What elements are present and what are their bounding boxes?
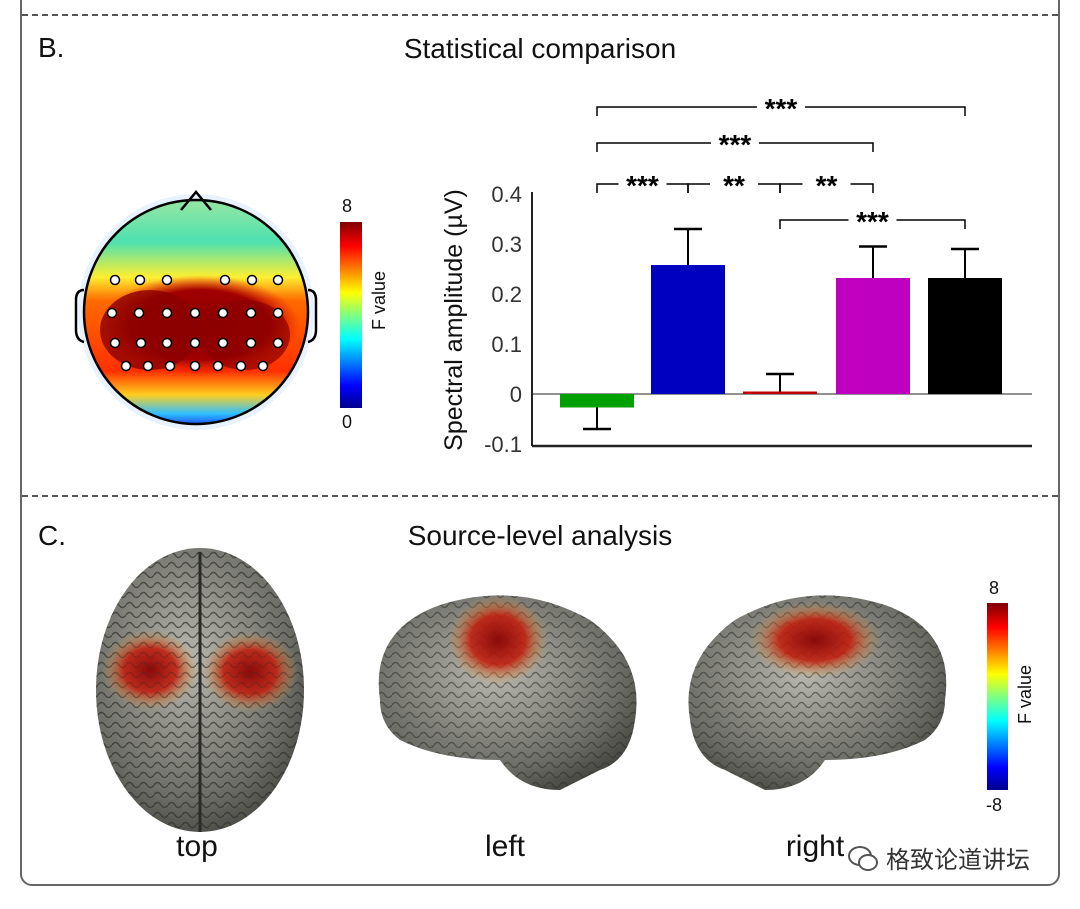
- right-ear-icon: [307, 288, 318, 344]
- brain-right-view: [688, 595, 947, 790]
- y-tick-label: 0: [510, 382, 522, 407]
- view-label-right: right: [785, 830, 845, 863]
- source-colorbar-label: F value: [1015, 664, 1036, 725]
- bar: [743, 391, 817, 394]
- significance-label: **: [816, 170, 838, 201]
- bar-chart: -0.1 0 0.1 0.2 0.3 0.4 Spectral amplitude (µV)…: [440, 93, 1032, 457]
- watermark-text: 格致论道讲坛: [886, 847, 1030, 874]
- electrode-marker: [245, 307, 257, 319]
- significance-label-bg: [618, 176, 667, 192]
- view-label-top: top: [176, 830, 218, 863]
- electrode-marker: [235, 360, 247, 372]
- y-tick-label: 0.3: [491, 232, 522, 257]
- topomap-colorbar-min: 0: [342, 412, 353, 432]
- figure-frame: [20, 0, 1060, 886]
- activation-left-hemisphere: [448, 595, 548, 685]
- left-ear-icon: [74, 288, 85, 344]
- bar: [928, 278, 1002, 394]
- topomap-colorbar-max: 8: [342, 196, 353, 216]
- electrode-marker: [189, 337, 201, 349]
- electrode-markers: [106, 274, 284, 372]
- electrode-marker: [212, 360, 224, 372]
- topomap-colorbar: [340, 222, 362, 408]
- electrode-marker: [164, 360, 176, 372]
- electrode-marker: [134, 274, 146, 286]
- bar: [651, 265, 725, 394]
- significance-label-bg: [848, 212, 897, 228]
- nose-icon: [180, 190, 212, 211]
- brain-left-view: [378, 595, 637, 790]
- divider-top: [22, 14, 1058, 16]
- electrode-marker: [257, 360, 269, 372]
- significance-label-bg: [802, 176, 851, 192]
- y-axis-label: Spectral amplitude (µV): [440, 189, 468, 451]
- y-tick-label: 0.2: [491, 282, 522, 307]
- divider-middle: [22, 495, 1058, 497]
- electrode-marker: [245, 337, 257, 349]
- electrode-marker: [109, 337, 121, 349]
- source-colorbar-min: -8: [986, 795, 1003, 815]
- brain-top-view: [96, 548, 304, 832]
- view-label-left: left: [484, 830, 526, 863]
- y-tick-label: 0.4: [491, 182, 522, 207]
- electrode-marker: [142, 360, 154, 372]
- topomap-colorbar-label: F value: [369, 270, 390, 331]
- topomap: [74, 190, 318, 430]
- electrode-marker: [135, 337, 147, 349]
- significance-label: ***: [719, 129, 752, 160]
- significance-label: ***: [856, 206, 889, 237]
- significance-label: ***: [765, 93, 798, 124]
- electrode-marker: [217, 337, 229, 349]
- activation-right-hemisphere: [750, 602, 880, 678]
- bar: [836, 278, 910, 394]
- electrode-marker: [219, 274, 231, 286]
- electrode-marker: [189, 360, 201, 372]
- head-outline: [82, 198, 310, 426]
- panel-b-title: Statistical comparison: [403, 33, 677, 64]
- source-colorbar-max: 8: [989, 578, 1000, 598]
- panel-c-title: Source-level analysis: [407, 520, 673, 551]
- electrode-marker: [161, 274, 173, 286]
- electrode-marker: [272, 274, 284, 286]
- electrode-marker: [161, 307, 173, 319]
- panel-b-letter: B.: [38, 32, 65, 63]
- wechat-icon: [848, 845, 878, 871]
- electrode-marker: [272, 337, 284, 349]
- electrode-marker: [189, 307, 201, 319]
- significance-label: ***: [626, 170, 659, 201]
- electrode-marker: [106, 307, 118, 319]
- electrode-marker: [109, 274, 121, 286]
- significance-label: **: [723, 170, 745, 201]
- watermark: 格致论道讲坛: [848, 840, 1030, 875]
- electrode-marker: [272, 307, 284, 319]
- significance-label-bg: [710, 176, 758, 192]
- electrode-marker: [161, 337, 173, 349]
- panel-c-letter: C.: [38, 520, 66, 551]
- significance-label-bg: [757, 99, 805, 115]
- electrode-marker: [217, 307, 229, 319]
- significance-label-bg: [711, 135, 759, 151]
- bar: [560, 394, 634, 408]
- electrode-marker: [120, 360, 132, 372]
- electrode-marker: [133, 307, 145, 319]
- y-tick-label: -0.1: [484, 432, 522, 457]
- source-colorbar: [987, 603, 1008, 790]
- electrode-marker: [246, 274, 258, 286]
- y-tick-label: 0.1: [491, 332, 522, 357]
